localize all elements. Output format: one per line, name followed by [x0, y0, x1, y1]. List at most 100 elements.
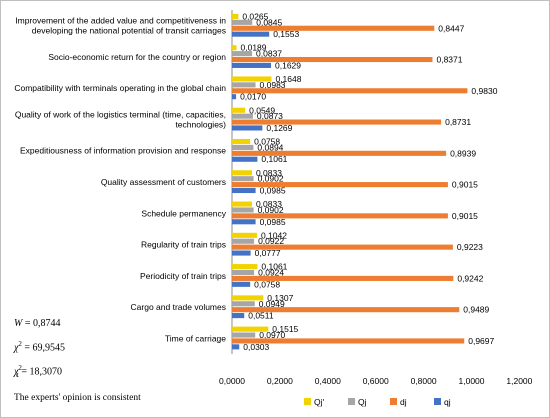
value-label: 0,9015: [452, 180, 478, 190]
value-label: 0,1648: [275, 74, 301, 84]
value-label: 0,0758: [254, 279, 280, 289]
category-label: Expeditiousness of information provision…: [20, 146, 226, 156]
bar-qj-5: [232, 187, 256, 194]
value-label: 0,0902: [258, 174, 284, 184]
bar-dj-1: [232, 56, 433, 63]
x-tick-label: 0,8000: [411, 376, 437, 386]
value-label: 0,0837: [256, 49, 282, 59]
bar-qj-2: [232, 82, 256, 88]
x-tick-label: 0,2000: [267, 376, 293, 386]
bar-qjp-1: [232, 45, 237, 51]
legend-swatch: [434, 398, 441, 405]
value-label: 0,0189: [241, 43, 267, 53]
bar-qj-9: [232, 313, 245, 319]
bar-qj-8: [232, 281, 251, 287]
bar-qj-3: [232, 125, 263, 131]
kendall-w-stat: W = 0,8744: [14, 318, 61, 329]
category-label: Regularity of train trips: [141, 240, 226, 250]
legend-label: dj: [400, 397, 407, 407]
category-label: Time of carriage: [165, 333, 226, 343]
bar-qj-0: [232, 31, 270, 37]
bar-qj-0: [232, 19, 253, 25]
bar-dj-10: [232, 338, 465, 344]
value-label: 0,1061: [261, 154, 287, 164]
legend-label: Qj': [314, 397, 325, 407]
value-label: 0,1515: [272, 324, 298, 334]
bar-dj-4: [232, 150, 447, 156]
value-label: 0,0549: [249, 105, 275, 115]
x-tick-label: 0,0000: [219, 376, 245, 386]
value-label: 0,8371: [436, 55, 462, 65]
category-label: Periodicity of train trips: [140, 271, 226, 281]
category-label: Schedule permanency: [141, 208, 226, 218]
category-label: Quality assessment of customers: [101, 177, 226, 187]
value-label: 0,0511: [248, 311, 274, 321]
consistency-note: The experts' opinion is consistent: [14, 393, 141, 403]
bar-dj-8: [232, 275, 454, 281]
value-label: 0,0833: [256, 199, 282, 209]
bar-qjp-10: [232, 326, 269, 332]
value-label: 0,0873: [257, 111, 283, 121]
value-label: 0,0970: [259, 330, 285, 340]
bar-qjp-3: [232, 107, 246, 113]
bar-qj-10: [232, 332, 256, 338]
x-tick-labels: 0,0000 0,2000 0,4000 0,6000 0,8000 1,0000 1,20…: [219, 376, 533, 386]
value-label: 0,0265: [242, 11, 268, 21]
category-label: Cargo and trade volumes: [131, 302, 226, 312]
value-label: 0,9242: [457, 273, 483, 283]
category-label: Compatibility with terminals operating i…: [14, 83, 226, 93]
bar-qj-6: [232, 219, 256, 225]
value-label: 0,0922: [258, 236, 284, 246]
legend-swatch: [304, 398, 311, 405]
value-label: 0,9697: [468, 336, 494, 346]
value-label: 0,1307: [267, 293, 293, 303]
bar-dj-5: [232, 182, 448, 188]
bar-qjp-6: [232, 201, 252, 207]
bar-dj-6: [232, 213, 448, 219]
value-label: 0,0949: [259, 299, 285, 309]
bar-qj-10: [232, 344, 240, 350]
bar-dj-0: [232, 25, 435, 31]
value-label: 0,9223: [457, 242, 483, 252]
category-label: technologies): [175, 119, 226, 129]
value-label: 0,1629: [275, 60, 301, 70]
bar-qj-9: [232, 301, 255, 307]
bar-qjp-8: [232, 264, 258, 270]
bar-qj-4: [232, 156, 258, 162]
legend-label: Qj: [358, 397, 367, 407]
legend-swatch: [390, 398, 397, 405]
legend-swatch: [348, 398, 355, 405]
value-label: 0,0902: [258, 205, 284, 215]
value-label: 0,0758: [254, 137, 280, 147]
value-label: 0,0924: [258, 268, 284, 278]
legend: Qj' Qj dj qj: [304, 397, 451, 407]
category-label: Quality of work of the logistics termina…: [15, 109, 226, 119]
category-label: developing the national potential of tra…: [32, 26, 226, 36]
bar-qjp-4: [232, 138, 251, 145]
value-label: 0,9830: [471, 86, 497, 96]
value-label: 0,0845: [256, 17, 282, 27]
value-label: 0,8939: [450, 148, 476, 158]
bar-qjp-7: [232, 232, 257, 238]
bar-qjp-0: [232, 13, 239, 19]
value-label: 0,8447: [438, 23, 464, 33]
category-labels: Improvement of the added value and compe…: [14, 16, 226, 344]
value-label: 0,0985: [260, 186, 286, 196]
legend-label: qj: [444, 397, 451, 407]
value-label: 0,9015: [452, 211, 478, 221]
bar-qj-2: [232, 94, 237, 100]
value-label: 0,0833: [256, 168, 282, 178]
bar-dj-3: [232, 119, 442, 125]
value-label: 0,0777: [255, 248, 281, 258]
bar-qj-7: [232, 238, 255, 244]
value-label: 0,8731: [445, 117, 471, 127]
bar-qj-6: [232, 207, 254, 213]
bar-qj-1: [232, 62, 272, 68]
x-tick-label: 0,6000: [363, 376, 389, 386]
value-label: 0,1061: [261, 262, 287, 272]
chi-square-stat: χ2 = 69,9545: [14, 340, 66, 354]
value-label: 0,0170: [240, 92, 266, 102]
